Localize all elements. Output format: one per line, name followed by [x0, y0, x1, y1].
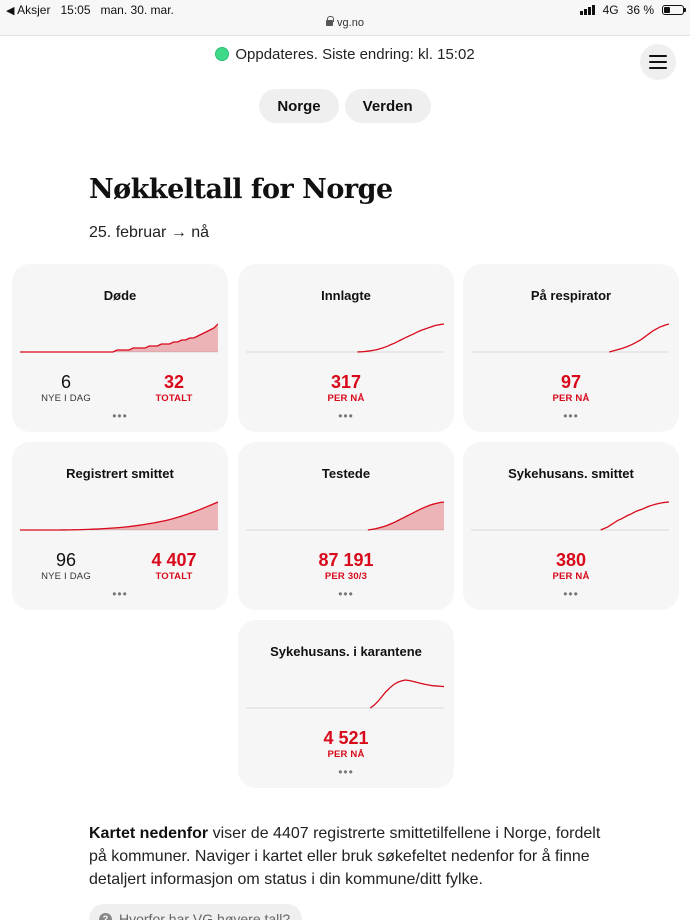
card-innlagte[interactable]: Innlagte 317 PER NÅ •••	[238, 264, 454, 432]
more-options-icon[interactable]: •••	[338, 409, 354, 423]
menu-button[interactable]	[640, 44, 676, 80]
hamburger-icon	[649, 55, 667, 57]
sparkline-line	[20, 502, 218, 530]
current-label: PER NÅ	[552, 571, 590, 582]
card-dode[interactable]: Døde 6 NYE I DAG 32 TOTALT •••	[12, 264, 228, 432]
card-title: Døde	[103, 288, 137, 303]
back-to-app-link[interactable]: ◀ Aksjer	[6, 3, 51, 17]
map-intro-bold: Kartet nedenfor	[89, 825, 209, 842]
sparkline-area	[367, 502, 444, 530]
current-label: PER NÅ	[552, 393, 590, 404]
ios-status-bar: ◀ Aksjer 15:05 man. 30. mar. 4G 36 % vg.…	[0, 0, 690, 36]
sparkline-chart	[471, 322, 669, 356]
card-registrert-smittet[interactable]: Registrert smittet 96 NYE I DAG 4 407 TOTA…	[12, 442, 228, 610]
sparkline-line	[357, 324, 444, 352]
map-intro-text: Kartet nedenfor viser de 4407 registrert…	[89, 822, 609, 891]
question-icon: ?	[99, 912, 112, 920]
sparkline-line	[368, 502, 444, 530]
network-type: 4G	[602, 3, 619, 17]
more-options-icon[interactable]: •••	[112, 587, 128, 601]
card-title: Registrert smittet	[66, 466, 174, 481]
url-bar[interactable]: vg.no	[0, 16, 690, 29]
sparkline-chart	[471, 500, 669, 534]
card-sykehusans-i-karantene[interactable]: Sykehusans. i karantene 4 521 PER NÅ •••	[238, 620, 454, 788]
card-title: Sykehusans. i karantene	[270, 644, 422, 659]
status-time: 15:05	[60, 3, 91, 17]
current-value: 97	[560, 372, 582, 392]
current-value: 380	[555, 550, 587, 570]
more-options-icon[interactable]: •••	[338, 587, 354, 601]
sparkline-chart	[20, 322, 218, 356]
total-value: 4 407	[151, 550, 197, 570]
total-label: TOTALT	[155, 571, 193, 582]
more-options-icon[interactable]: •••	[563, 587, 579, 601]
sparkline-chart	[246, 678, 444, 712]
card-title: Sykehusans. smittet	[508, 466, 634, 481]
sparkline-line	[601, 502, 669, 530]
date-range: 25. februar → nå	[89, 224, 210, 241]
new-today-value: 96	[55, 550, 77, 570]
card-testede[interactable]: Testede 87 191 PER 30/3 •••	[238, 442, 454, 610]
sparkline-chart	[246, 500, 444, 534]
current-value: 87 191	[318, 550, 374, 570]
status-date: man. 30. mar.	[100, 3, 174, 17]
sparkline-area	[20, 324, 218, 352]
sparkline-chart	[246, 322, 444, 356]
why-higher-numbers-button[interactable]: ? Hvorfor har VG høyere tall?	[89, 904, 303, 920]
signal-icon	[579, 5, 595, 15]
new-today-label: NYE I DAG	[41, 571, 91, 582]
current-value: 4 521	[323, 728, 369, 748]
card-title: Testede	[321, 466, 371, 481]
tab-verden[interactable]: Verden	[344, 89, 431, 123]
total-value: 32	[163, 372, 185, 392]
sparkline-line	[20, 324, 218, 352]
tab-norge[interactable]: Norge	[259, 89, 339, 123]
battery-icon	[662, 5, 686, 15]
map-intro-rest: viser de 4407 registrerte smittetilfelle…	[89, 825, 601, 888]
page-title: Nøkkeltall for Norge	[89, 174, 393, 205]
current-label: PER 30/3	[324, 571, 368, 582]
card-title: Innlagte	[321, 288, 371, 303]
sparkline-area	[20, 502, 218, 530]
current-label: PER NÅ	[327, 393, 365, 404]
card-pa-respirator[interactable]: På respirator 97 PER NÅ •••	[463, 264, 679, 432]
lock-icon	[326, 16, 335, 26]
sparkline-line	[609, 324, 669, 352]
more-options-icon[interactable]: •••	[563, 409, 579, 423]
current-label: PER NÅ	[327, 749, 365, 760]
current-value: 317	[330, 372, 362, 392]
sparkline-line	[370, 680, 444, 708]
region-tabs: Norge Verden	[0, 89, 690, 123]
total-label: TOTALT	[155, 393, 193, 404]
card-title: På respirator	[530, 288, 612, 303]
new-today-label: NYE I DAG	[41, 393, 91, 404]
back-arrow-icon: ◀	[6, 5, 15, 17]
battery-percent: 36 %	[626, 3, 654, 17]
new-today-value: 6	[60, 372, 71, 392]
more-options-icon[interactable]: •••	[338, 765, 354, 779]
sparkline-chart	[20, 500, 218, 534]
card-sykehusans-smittet[interactable]: Sykehusans. smittet 380 PER NÅ •••	[463, 442, 679, 610]
more-options-icon[interactable]: •••	[112, 409, 128, 423]
update-status: Oppdateres. Siste endring: kl. 15:02	[0, 46, 690, 63]
live-dot-icon	[215, 47, 230, 61]
